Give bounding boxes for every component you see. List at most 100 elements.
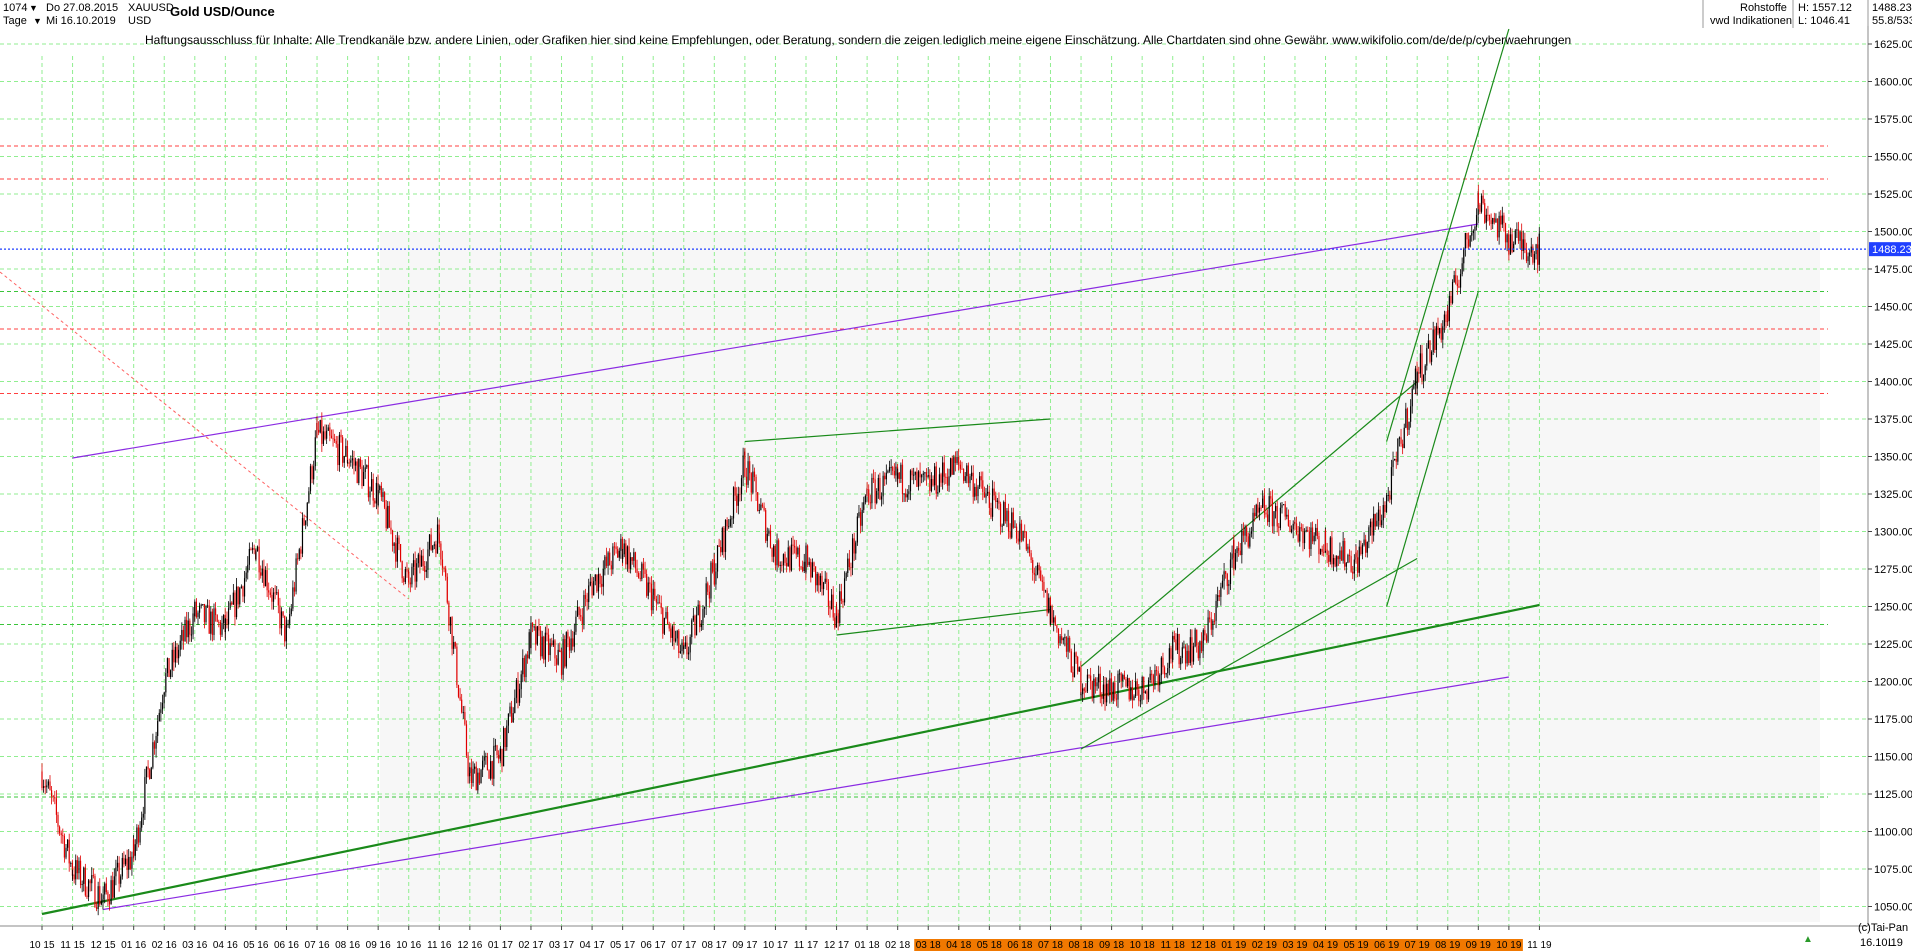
candle-body — [1397, 438, 1399, 462]
candle-body — [52, 796, 54, 798]
candle-body — [1043, 581, 1045, 591]
candle-body — [234, 592, 236, 618]
candle-body — [396, 537, 398, 562]
dropdown-arrow-icon[interactable]: ▼ — [29, 3, 38, 13]
candle-body — [736, 495, 738, 506]
candle-body — [432, 545, 434, 551]
candle-body — [1128, 678, 1130, 700]
candle-body — [353, 458, 355, 466]
candle-body — [160, 709, 162, 713]
scroll-up-arrow-icon[interactable]: ▲ — [1803, 934, 1813, 945]
candle-body — [371, 479, 373, 492]
candle-body — [557, 649, 559, 665]
candle-body — [687, 652, 690, 655]
candle-body — [84, 867, 86, 896]
candle-body — [115, 867, 117, 877]
candle-body — [1197, 645, 1199, 659]
candle-body — [1250, 531, 1253, 534]
candle-body — [264, 570, 267, 587]
candle-body — [1514, 230, 1516, 244]
candle-body — [1176, 633, 1179, 650]
last-price-label: 1488.23 — [1872, 244, 1912, 256]
candle-body — [306, 502, 308, 521]
candle-body — [691, 620, 693, 638]
candle-body — [261, 568, 263, 576]
copyright: (c)Tai-Pan — [1858, 922, 1908, 934]
candle-body — [607, 552, 609, 566]
candle-body — [1067, 637, 1069, 652]
candle-body — [451, 617, 453, 649]
x-tick-label: 09 16 — [366, 940, 391, 951]
candle-body — [1003, 502, 1005, 526]
candle-body — [318, 429, 320, 433]
candle-body — [1220, 586, 1222, 597]
candle-body — [951, 458, 953, 475]
candle-body — [728, 526, 730, 528]
candle-body — [199, 605, 201, 613]
candle-body — [128, 856, 130, 870]
candle-body — [1111, 691, 1113, 701]
candle-body — [1015, 526, 1018, 539]
candle-body — [731, 518, 733, 520]
candle-body — [391, 530, 394, 546]
candle-body — [469, 773, 471, 777]
candle-body — [1340, 550, 1343, 561]
candle-body — [1379, 509, 1381, 526]
candle-body — [419, 554, 421, 567]
candle-body — [478, 772, 481, 784]
candle-body — [163, 694, 165, 703]
candle-body — [517, 680, 519, 703]
candle-body — [102, 894, 104, 900]
candle-body — [1127, 678, 1129, 687]
candle-body — [964, 476, 966, 481]
candle-body — [1069, 637, 1071, 652]
candle-body — [794, 545, 796, 548]
candle-body — [1424, 365, 1426, 375]
dropdown-arrow-icon[interactable]: ▼ — [33, 16, 42, 26]
candle-body — [503, 728, 505, 767]
candle-body — [1053, 617, 1055, 623]
candle-body — [888, 467, 891, 471]
candle-body — [144, 777, 146, 814]
candle-body — [401, 561, 403, 579]
candle-body — [137, 827, 140, 843]
candle-body — [446, 576, 448, 603]
candle-body — [248, 548, 250, 565]
candle-body — [626, 546, 629, 565]
candle-body — [488, 770, 490, 779]
candle-body — [1490, 220, 1492, 224]
x-tick-label: 05 19 — [1344, 940, 1369, 951]
candle-body — [449, 617, 452, 626]
candle-body — [433, 544, 435, 546]
candle-body — [1353, 559, 1355, 574]
candle-body — [1254, 512, 1256, 517]
candle-body — [78, 860, 80, 874]
candle-body — [194, 601, 196, 617]
y-tick-label: 1300.00 — [1874, 527, 1912, 539]
candle-body — [985, 493, 987, 498]
candle-body — [1484, 203, 1486, 223]
candle-body — [773, 545, 775, 557]
candle-body — [1070, 651, 1072, 673]
x-tick-label: 07 18 — [1038, 940, 1063, 951]
candle-body — [467, 755, 469, 777]
candle-body — [921, 474, 923, 478]
candle-body — [663, 617, 665, 634]
candle-body — [263, 568, 265, 587]
candle-body — [1096, 682, 1098, 687]
candle-body — [576, 606, 579, 617]
trend-lines — [41, 28, 1540, 916]
candle-body — [1157, 671, 1159, 686]
candle-body — [1036, 565, 1039, 575]
x-tick-label: 01 19 — [1221, 940, 1246, 951]
candle-body — [932, 479, 934, 486]
candle-body — [551, 643, 553, 646]
candle-body — [1020, 523, 1023, 541]
scale-mode[interactable]: L — [1888, 937, 1894, 949]
candle-body — [639, 577, 641, 579]
candle-body — [178, 649, 180, 659]
candle-body — [79, 860, 82, 886]
candle-body — [996, 500, 998, 502]
candle-body — [1377, 509, 1380, 521]
candle-body — [596, 574, 598, 592]
